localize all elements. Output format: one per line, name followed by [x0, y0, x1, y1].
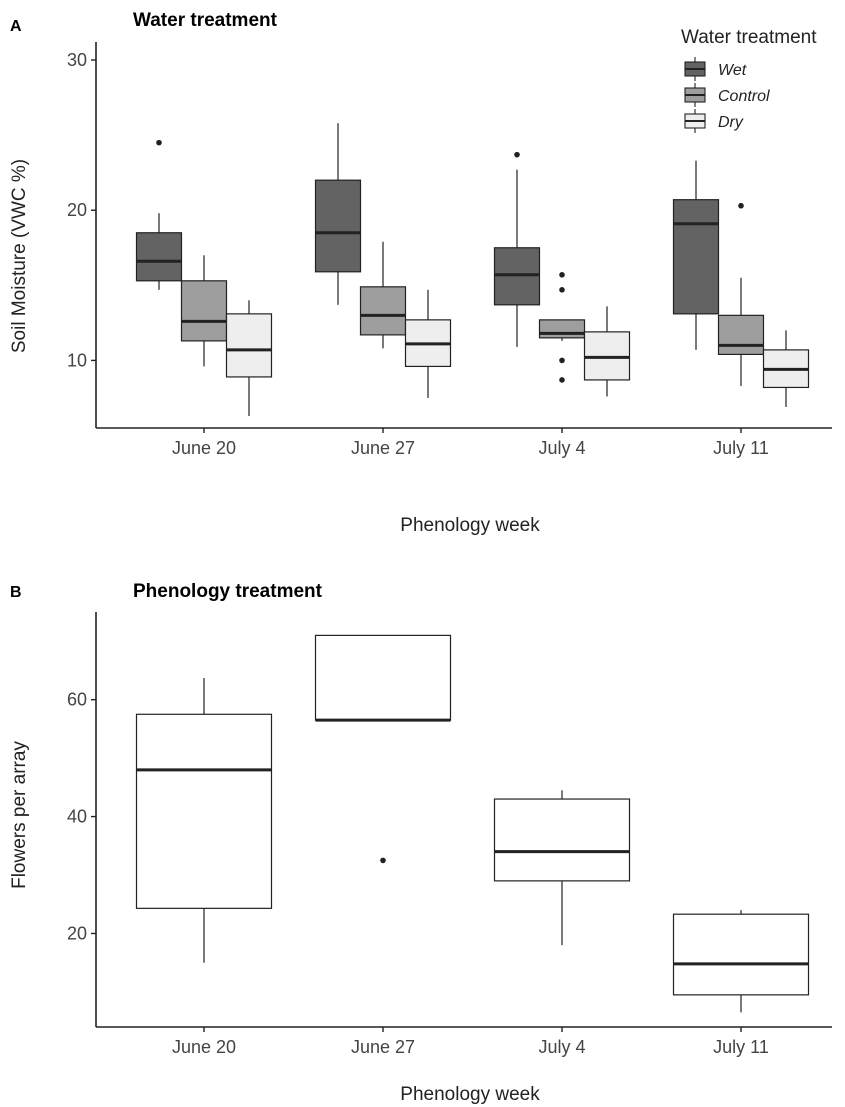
- panel-b-x-tick-label: July 4: [538, 1037, 585, 1057]
- panel-b-y-tick-label: 60: [67, 690, 87, 710]
- panel-a-box-wet-july-4-body: [493, 247, 541, 306]
- panel-b-box-series-june-20-body: [135, 713, 273, 909]
- panel-a-title: Water treatment: [133, 10, 278, 31]
- panel-b-box-series-june-27-outlier: [380, 857, 386, 864]
- panel-b-x-tick-label: June 20: [172, 1037, 236, 1057]
- panel-b-x-axis-label: Phenology week: [400, 1084, 540, 1105]
- panel-b: B Phenology treatment 20 40 60 June 20 June 27…: [9, 581, 832, 1105]
- panel-b-title: Phenology treatment: [133, 581, 323, 602]
- panel-a-legend-label-control: Control: [718, 88, 770, 105]
- panel-b-box-series-july-4-body: [493, 798, 631, 882]
- panel-b-box-series-june-27-body: [314, 634, 452, 721]
- panel-a-box-dry-july-4-body: [583, 331, 631, 381]
- panel-a-x-axis-label: Phenology week: [400, 515, 540, 536]
- panel-a-letter: A: [10, 18, 22, 35]
- panel-a-y-tick-label: 20: [67, 200, 87, 220]
- panel-a-legend-label-wet: Wet: [718, 62, 747, 79]
- panel-a-box-wet-june-20-body: [135, 232, 183, 282]
- panel-a: A Water treatment 10 20 30 June 20 June 27 July…: [9, 10, 832, 536]
- panel-a-box-control-june-20-body: [180, 280, 228, 342]
- panel-a-box-wet-june-27-body: [314, 179, 362, 273]
- panel-a-x-tick-label: June 20: [172, 438, 236, 458]
- panel-a-box-wet-july-11-body: [672, 199, 720, 315]
- panel-a-box-wet-july-4-outlier: [514, 151, 520, 158]
- panel-b-y-axis-label: Flowers per array: [9, 741, 30, 889]
- panel-a-box-control-july-4-outlier: [559, 272, 565, 278]
- panel-b-y-tick-label: 40: [67, 807, 87, 827]
- panel-a-box-control-july-4-outlier: [559, 377, 565, 383]
- panel-a-box-control-july-4-body: [538, 319, 586, 339]
- panel-a-legend-label-dry: Dry: [718, 114, 744, 131]
- panel-a-x-tick-label: July 11: [713, 438, 769, 458]
- panel-b-y-tick-label: 20: [67, 923, 87, 943]
- panel-a-box-control-june-27-body: [359, 286, 407, 336]
- panel-a-y-axis-label: Soil Moisture (VWC %): [9, 159, 30, 353]
- panel-b-x-tick-label: June 27: [351, 1037, 415, 1057]
- panel-b-letter: B: [10, 584, 22, 601]
- panel-a-x-tick-label: June 27: [351, 438, 415, 458]
- panel-a-box-control-july-11-outlier: [738, 202, 744, 209]
- panel-a-x-tick-label: July 4: [538, 438, 585, 458]
- panel-a-y-tick-label: 30: [67, 50, 87, 70]
- panel-a-box-control-july-11-body: [717, 314, 765, 356]
- panel-b-box-series-july-11-body: [672, 913, 810, 996]
- panel-b-x-tick-label: July 11: [713, 1037, 769, 1057]
- panel-a-y-tick-label: 10: [67, 350, 87, 370]
- panel-a-box-dry-june-20-body: [225, 313, 273, 378]
- panel-a-box-control-july-4-outlier: [559, 287, 565, 293]
- panel-a-box-wet-june-20-outlier: [156, 139, 162, 146]
- panel-a-legend-title: Water treatment: [681, 27, 817, 48]
- panel-a-box-control-july-4-outlier: [559, 357, 565, 364]
